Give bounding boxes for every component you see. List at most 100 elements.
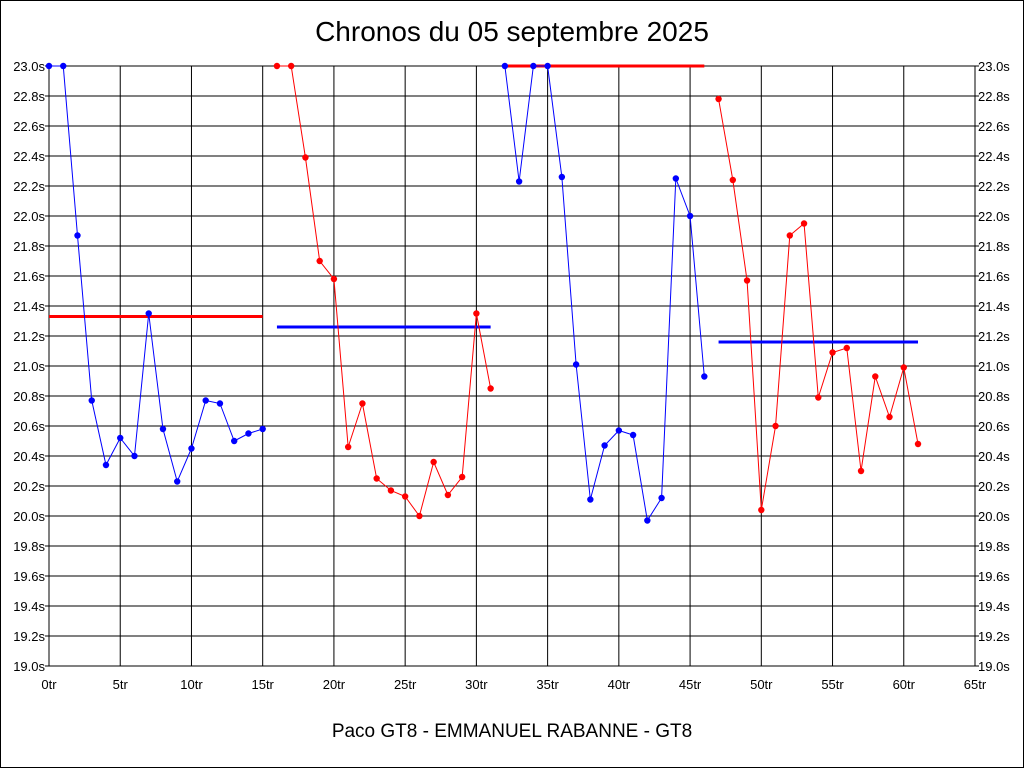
- x-tick-label: 5tr: [113, 677, 129, 692]
- lap-point: [729, 176, 737, 184]
- y-tick-label-right: 22.2s: [978, 179, 1010, 194]
- y-tick-label-right: 20.0s: [978, 509, 1010, 524]
- lap-point: [900, 364, 907, 371]
- lap-point: [259, 425, 266, 433]
- lap-point: [558, 173, 566, 181]
- y-tick-label-left: 21.4s: [13, 299, 45, 314]
- lap-point: [373, 475, 380, 482]
- lap-point: [131, 452, 138, 460]
- y-tick-label-right: 21.2s: [978, 329, 1010, 344]
- lap-point: [501, 62, 509, 70]
- lap-point: [615, 427, 623, 434]
- y-tick-label-right: 21.6s: [978, 269, 1010, 284]
- lap-point: [715, 95, 722, 103]
- chart-title: Chronos du 05 septembre 2025: [315, 16, 709, 47]
- y-tick-label-left: 19.2s: [13, 629, 45, 644]
- y-tick-label-left: 21.2s: [13, 329, 45, 344]
- lap-point: [800, 220, 808, 227]
- y-tick-label-right: 19.8s: [978, 539, 1010, 554]
- y-tick-label-right: 20.6s: [978, 419, 1010, 434]
- y-tick-label-right: 22.0s: [978, 209, 1010, 224]
- y-tick-label-left: 20.0s: [13, 509, 45, 524]
- x-tick-label: 65tr: [964, 677, 987, 692]
- x-tick-label: 55tr: [821, 677, 844, 692]
- x-tick-label: 50tr: [750, 677, 773, 692]
- lap-point: [701, 373, 708, 380]
- y-tick-label-left: 22.0s: [13, 209, 45, 224]
- lap-point: [444, 491, 452, 499]
- lap-point: [302, 154, 309, 161]
- lap-point: [815, 394, 822, 401]
- y-tick-label-right: 20.4s: [978, 449, 1010, 464]
- lap-point: [74, 232, 81, 239]
- lap-point: [387, 487, 395, 494]
- y-tick-label-right: 19.0s: [978, 659, 1010, 674]
- lap-point: [330, 275, 338, 283]
- lap-point: [344, 443, 352, 451]
- lap-point: [45, 62, 53, 70]
- y-tick-label-left: 21.8s: [13, 239, 45, 254]
- y-tick-label-right: 22.6s: [978, 119, 1010, 134]
- x-tick-label: 30tr: [465, 677, 488, 692]
- y-tick-label-right: 19.2s: [978, 629, 1010, 644]
- y-tick-label-left: 19.4s: [13, 599, 45, 614]
- y-tick-label-left: 23.0s: [13, 59, 45, 74]
- y-tick-label-left: 20.2s: [13, 479, 45, 494]
- x-tick-label: 35tr: [536, 677, 559, 692]
- lap-point: [758, 506, 765, 514]
- lap-point: [544, 62, 551, 70]
- y-tick-label-left: 22.2s: [13, 179, 45, 194]
- lap-point: [487, 385, 494, 392]
- x-tick-label: 60tr: [893, 677, 916, 692]
- lap-point: [843, 344, 850, 352]
- lap-point: [359, 400, 366, 407]
- lap-series-line: [504, 65, 705, 522]
- lap-point: [117, 434, 124, 442]
- lap-point: [458, 473, 466, 481]
- lap-point: [231, 437, 238, 445]
- lap-point: [743, 277, 751, 284]
- lap-point: [857, 467, 865, 475]
- y-tick-label-left: 22.6s: [13, 119, 45, 134]
- lap-point: [88, 397, 95, 404]
- lap-point: [587, 496, 594, 503]
- lap-point: [216, 400, 224, 407]
- lap-point: [829, 349, 836, 356]
- lap-point: [572, 361, 580, 368]
- lap-point: [686, 212, 694, 220]
- lap-point: [316, 257, 323, 265]
- x-tick-label: 25tr: [394, 677, 417, 692]
- y-tick-label-left: 19.8s: [13, 539, 45, 554]
- lap-point: [644, 517, 651, 524]
- y-tick-label-right: 20.8s: [978, 389, 1010, 404]
- lap-point: [60, 62, 67, 70]
- y-tick-label-left: 22.4s: [13, 149, 45, 164]
- lap-point: [273, 62, 281, 70]
- x-tick-label: 15tr: [251, 677, 274, 692]
- lap-point: [102, 461, 110, 469]
- lap-series-line: [49, 65, 263, 484]
- lap-point: [886, 413, 893, 421]
- y-tick-label-left: 19.6s: [13, 569, 45, 584]
- y-tick-label-right: 22.4s: [978, 149, 1010, 164]
- y-tick-label-right: 20.2s: [978, 479, 1010, 494]
- x-tick-label: 45tr: [679, 677, 702, 692]
- y-tick-label-left: 19.0s: [13, 659, 45, 674]
- x-tick-label: 40tr: [608, 677, 631, 692]
- lap-point: [202, 397, 209, 404]
- y-tick-label-right: 21.0s: [978, 359, 1010, 374]
- y-tick-label-right: 19.4s: [978, 599, 1010, 614]
- lap-point: [515, 178, 523, 185]
- lap-point: [914, 440, 922, 448]
- lap-point: [145, 310, 152, 317]
- y-tick-label-left: 21.0s: [13, 359, 45, 374]
- y-tick-label-right: 22.8s: [978, 89, 1010, 104]
- y-tick-label-left: 20.6s: [13, 419, 45, 434]
- lap-point: [629, 431, 637, 439]
- lap-point: [786, 232, 793, 239]
- lap-point: [174, 478, 181, 485]
- lap-point: [772, 422, 779, 430]
- lap-point: [872, 373, 879, 380]
